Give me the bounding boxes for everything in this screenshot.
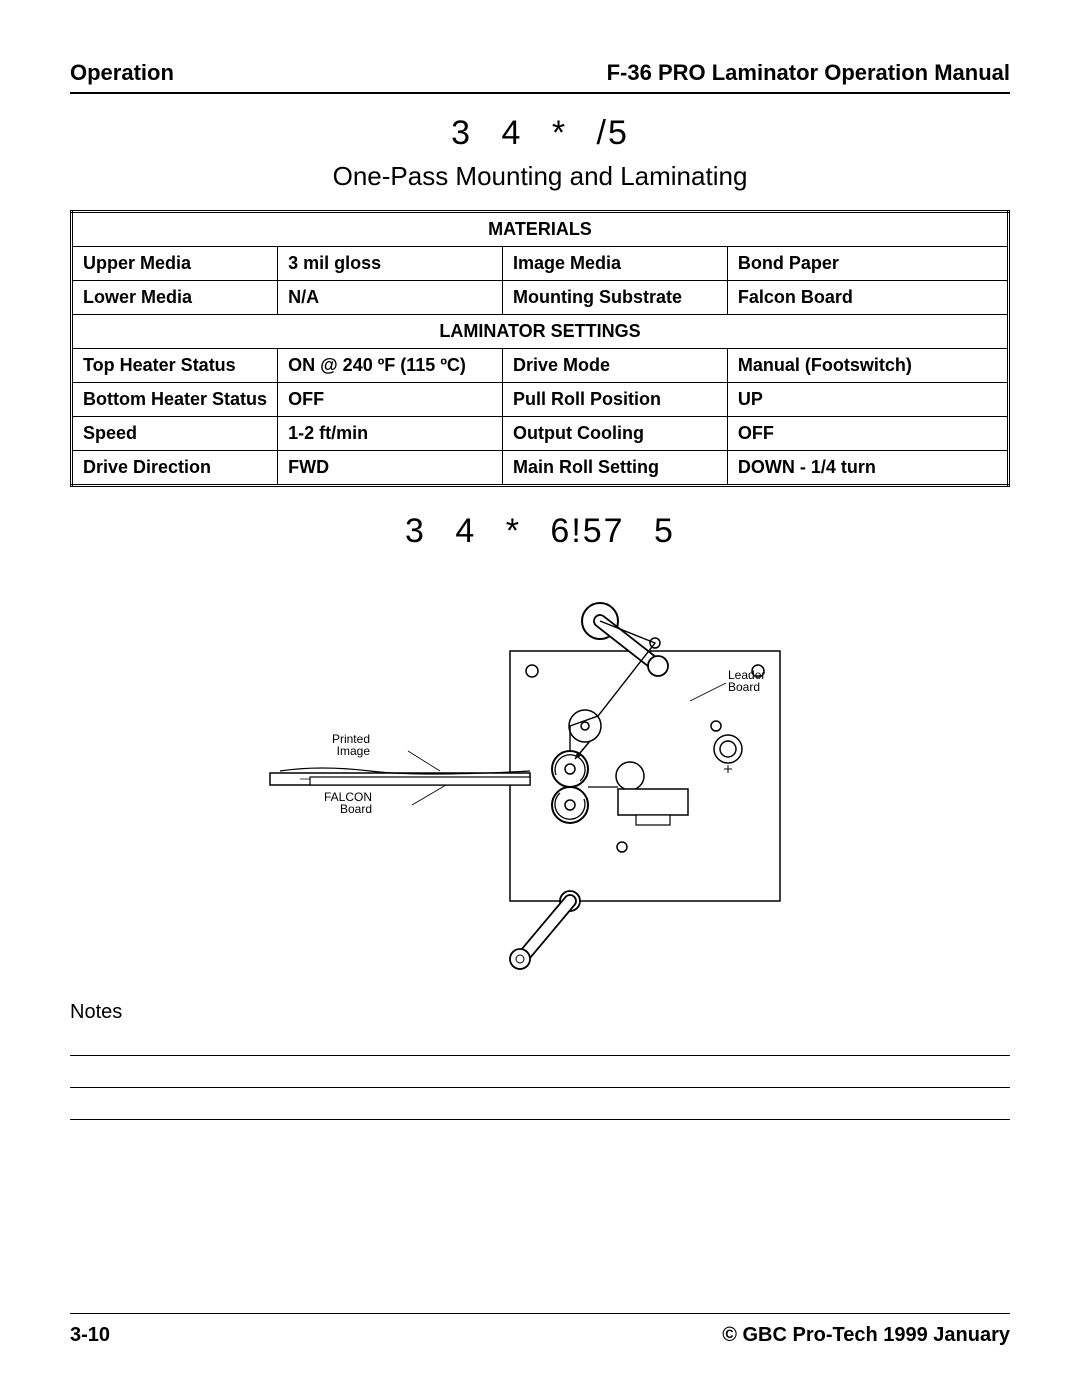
table-row: Drive Direction FWD Main Roll Setting DO… — [72, 451, 1009, 486]
cell-value: DOWN - 1/4 turn — [727, 451, 1008, 486]
page-number: 3-10 — [70, 1324, 110, 1347]
cell-label: Image Media — [503, 247, 728, 281]
cell-value: OFF — [278, 383, 503, 417]
process-code-2: 3 4 * 6!57 5 — [70, 512, 1010, 551]
settings-table: MATERIALS Upper Media 3 mil gloss Image … — [70, 210, 1010, 487]
cell-label: Upper Media — [72, 247, 278, 281]
cell-label: Main Roll Setting — [503, 451, 728, 486]
table-row: Upper Media 3 mil gloss Image Media Bond… — [72, 247, 1009, 281]
cell-value: 3 mil gloss — [278, 247, 503, 281]
table-row: Lower Media N/A Mounting Substrate Falco… — [72, 281, 1009, 315]
cell-label: Mounting Substrate — [503, 281, 728, 315]
cell-value: Manual (Footswitch) — [727, 349, 1008, 383]
cell-value: Falcon Board — [727, 281, 1008, 315]
svg-text:Board: Board — [340, 802, 372, 816]
section-materials: MATERIALS — [72, 212, 1009, 247]
notes-label: Notes — [70, 1001, 1010, 1024]
header-left: Operation — [70, 60, 174, 86]
page-header: Operation F-36 PRO Laminator Operation M… — [70, 60, 1010, 94]
notes-lines — [70, 1028, 1010, 1120]
cell-label: Drive Direction — [72, 451, 278, 486]
table-row: Top Heater Status ON @ 240 ºF (115 ºC) D… — [72, 349, 1009, 383]
cell-label: Top Heater Status — [72, 349, 278, 383]
cell-value: 1-2 ft/min — [278, 417, 503, 451]
copyright: © GBC Pro-Tech 1999 January — [722, 1324, 1010, 1347]
cell-label: Drive Mode — [503, 349, 728, 383]
note-line — [70, 1092, 1010, 1120]
cell-label: Lower Media — [72, 281, 278, 315]
svg-text:Image: Image — [337, 744, 371, 758]
cell-label: Output Cooling — [503, 417, 728, 451]
cell-value: ON @ 240 ºF (115 ºC) — [278, 349, 503, 383]
cell-label: Bottom Heater Status — [72, 383, 278, 417]
cell-value: Bond Paper — [727, 247, 1008, 281]
footer-rule — [70, 1313, 1010, 1314]
cell-value: N/A — [278, 281, 503, 315]
page-footer: 3-10 © GBC Pro-Tech 1999 January — [70, 1313, 1010, 1347]
cell-label: Pull Roll Position — [503, 383, 728, 417]
cell-label: Speed — [72, 417, 278, 451]
process-code-1: 3 4 * /5 — [70, 114, 1010, 153]
diagram-svg: LeaderBoardPrintedImageFALCONBoard — [230, 571, 850, 991]
section-settings: LAMINATOR SETTINGS — [72, 315, 1009, 349]
header-right: F-36 PRO Laminator Operation Manual — [607, 60, 1010, 86]
process-title: One-Pass Mounting and Laminating — [70, 161, 1010, 192]
table-row: Speed 1-2 ft/min Output Cooling OFF — [72, 417, 1009, 451]
note-line — [70, 1060, 1010, 1088]
table-row: Bottom Heater Status OFF Pull Roll Posit… — [72, 383, 1009, 417]
cell-value: FWD — [278, 451, 503, 486]
webbing-diagram: LeaderBoardPrintedImageFALCONBoard — [70, 571, 1010, 991]
cell-value: UP — [727, 383, 1008, 417]
note-line — [70, 1028, 1010, 1056]
cell-value: OFF — [727, 417, 1008, 451]
svg-text:Board: Board — [728, 680, 760, 694]
